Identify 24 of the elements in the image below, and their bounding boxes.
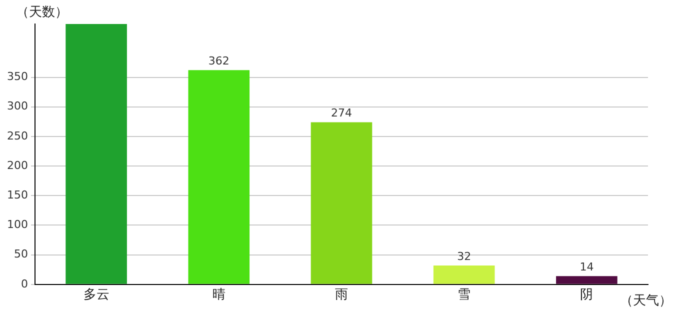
- bar: [433, 265, 495, 284]
- x-tick-label: 雪: [458, 288, 471, 303]
- bar: [310, 122, 372, 284]
- y-tick-label: 250: [6, 129, 28, 142]
- y-tick-label: 150: [6, 188, 28, 202]
- x-tick-label: 阴: [580, 288, 594, 303]
- y-tick-label: 100: [6, 218, 28, 232]
- bar: [556, 276, 618, 284]
- y-tick-label: 300: [6, 100, 28, 113]
- data-label: 14: [580, 260, 594, 274]
- y-tick-label: 350: [6, 70, 28, 84]
- bar: [66, 24, 127, 284]
- y-tick-label: 200: [6, 158, 28, 172]
- x-tick-label: 晴: [212, 288, 226, 303]
- data-label: 32: [457, 250, 472, 263]
- y-axis-title: （天数）: [16, 4, 68, 20]
- y-tick-label: 50: [14, 248, 28, 261]
- x-axis-title: （天气）: [620, 293, 672, 308]
- data-label: 362: [208, 54, 230, 68]
- data-label: 274: [331, 106, 352, 120]
- bar: [188, 70, 250, 284]
- x-tick-label: 多云: [83, 288, 110, 303]
- x-tick-label: 雨: [335, 288, 348, 303]
- y-tick-label: 0: [20, 277, 28, 290]
